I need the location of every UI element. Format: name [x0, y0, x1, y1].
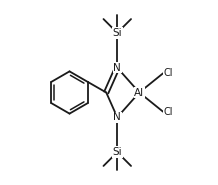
Text: N: N — [113, 63, 121, 73]
Text: Si: Si — [112, 28, 122, 38]
Text: Cl: Cl — [163, 68, 173, 78]
Text: N: N — [113, 112, 121, 122]
Text: Cl: Cl — [163, 107, 173, 117]
Text: Si: Si — [112, 147, 122, 157]
Text: Al: Al — [134, 88, 144, 97]
